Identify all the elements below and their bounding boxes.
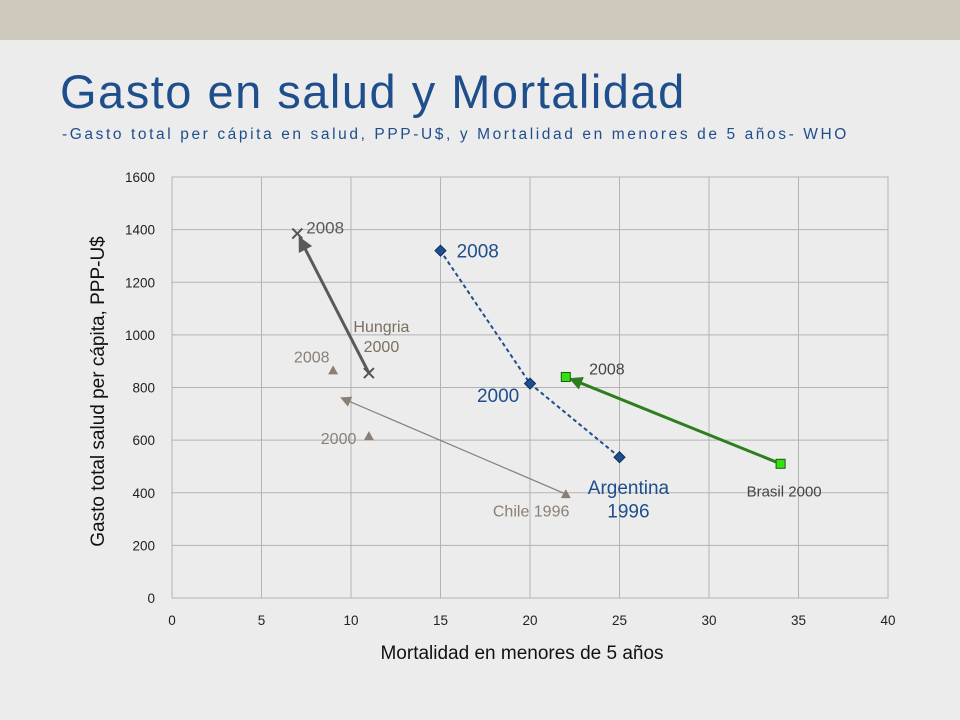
- axes: 0 5 10 15 20 25 30 35 40020040060080010001200140…: [88, 170, 896, 664]
- hungria-x-marker: [363, 367, 375, 379]
- annotation-chi-2008: 2008: [294, 350, 330, 367]
- annotation-hun-name: Hungria: [353, 319, 409, 336]
- slide-subtitle: -Gasto total per cápita en salud, PPP-U$…: [62, 126, 849, 143]
- hungria-x-marker: [291, 227, 304, 240]
- annotation-arg-2008: 2008: [457, 241, 499, 262]
- hungria-arrow-line: [298, 236, 371, 374]
- annotation-hun-2008: 2008: [306, 219, 344, 238]
- annotations-layer: 2008 Hungria 2000 2008 2000 Argentina 1996 2008…: [294, 219, 822, 523]
- annotation-arg-1996: 1996: [607, 502, 649, 523]
- x-tick-label: 0: [168, 613, 176, 628]
- annotation-chi-2000: 2000: [321, 431, 357, 448]
- x-tick-label: 10: [343, 613, 358, 628]
- x-tick-label: 25: [612, 613, 627, 628]
- chile-arrow-line: [340, 396, 567, 495]
- chile-triangle-marker: [363, 431, 374, 441]
- y-axis-title: Gasto total salud per cápita, PPP-U$: [88, 236, 109, 547]
- annotation-hun-2000: 2000: [364, 339, 400, 356]
- slide-title: Gasto en salud y Mortalidad: [60, 65, 686, 118]
- top-band: [0, 0, 960, 40]
- brasil-square-marker: [560, 371, 571, 382]
- x-tick-label: 5: [258, 613, 266, 628]
- annotation-bra-2000: Brasil 2000: [747, 484, 822, 501]
- annotation-arg-2000: 2000: [477, 386, 519, 407]
- chile-triangle-marker: [328, 365, 339, 375]
- series-layer: [291, 227, 786, 499]
- x-tick-label: 40: [880, 613, 895, 628]
- series-chile: [328, 365, 571, 499]
- x-tick-label: 20: [522, 613, 537, 628]
- series-hungria: [291, 227, 375, 379]
- argentina-diamond-marker: [613, 451, 626, 464]
- annotation-arg-name: Argentina: [588, 478, 670, 499]
- y-tick-label: 0: [147, 591, 155, 606]
- chile-triangle-marker: [560, 489, 571, 499]
- brasil-arrow-line: [568, 377, 782, 466]
- brasil-square-marker: [775, 458, 786, 469]
- y-tick-label: 400: [132, 486, 155, 501]
- y-tick-label: 1000: [125, 328, 155, 343]
- y-tick-label: 1600: [125, 170, 155, 185]
- x-tick-label: 15: [433, 613, 448, 628]
- x-axis-title: Mortalidad en menores de 5 años: [380, 643, 663, 664]
- annotation-chi-name: Chile 1996: [493, 503, 570, 520]
- y-tick-label: 200: [132, 538, 155, 553]
- x-tick-label: 30: [701, 613, 716, 628]
- y-tick-label: 1200: [125, 275, 155, 290]
- y-tick-label: 800: [132, 381, 155, 396]
- annotation-bra-2008: 2008: [589, 361, 625, 378]
- argentina-diamond-marker: [523, 377, 537, 390]
- y-tick-label: 1400: [125, 223, 155, 238]
- y-tick-label: 600: [132, 433, 155, 448]
- series-argentina: [434, 244, 626, 464]
- argentina-diamond-marker: [434, 244, 447, 257]
- x-tick-label: 35: [791, 613, 806, 628]
- series-brasil: [560, 371, 786, 469]
